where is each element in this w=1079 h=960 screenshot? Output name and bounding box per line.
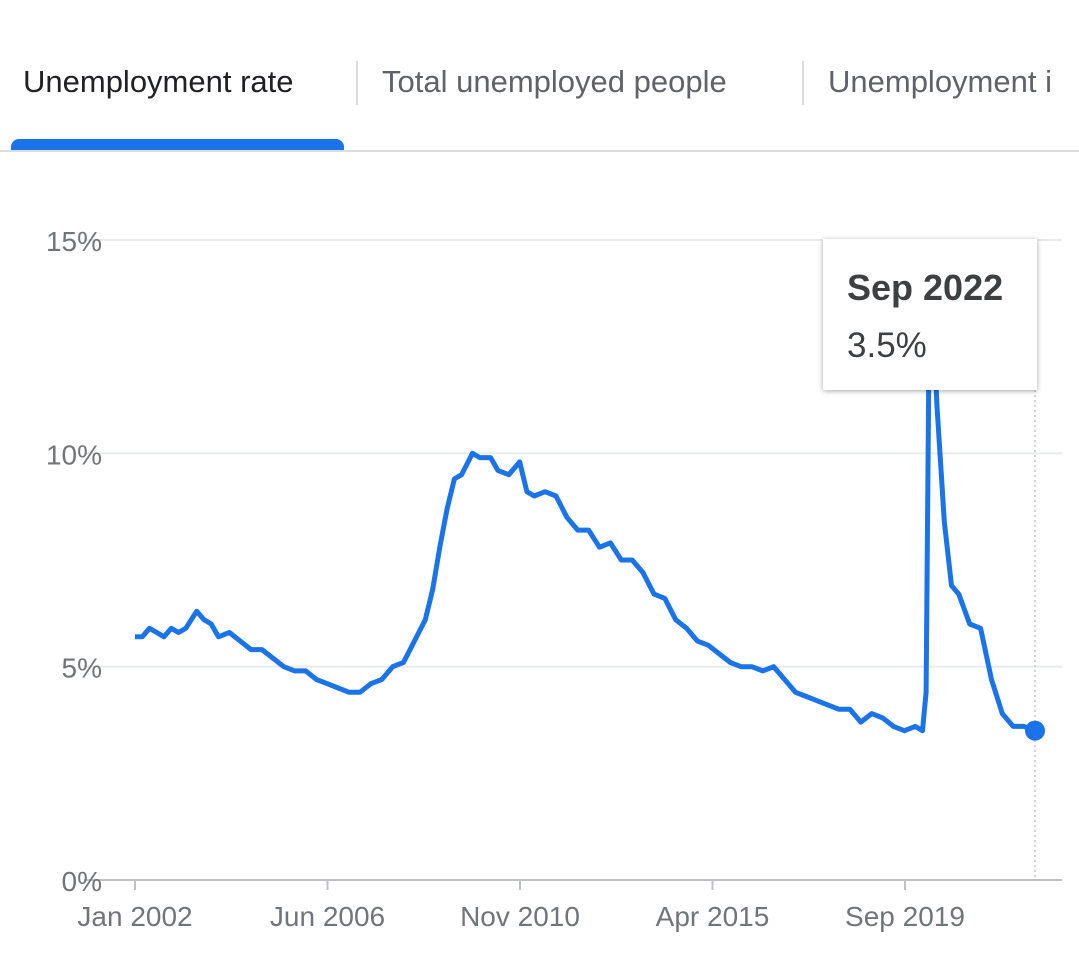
tab-unemployment-rate[interactable]: Unemployment rate — [23, 64, 294, 99]
y-tick-label: 5% — [62, 653, 102, 684]
tab-unemployment-i[interactable]: Unemployment i — [828, 64, 1052, 99]
active-tab-indicator — [11, 139, 344, 152]
tooltip-value: 3.5% — [847, 326, 927, 365]
x-tick-label: Nov 2010 — [460, 901, 580, 932]
highlight-point[interactable] — [1025, 720, 1045, 741]
tab-total-unemployed-people[interactable]: Total unemployed people — [382, 64, 727, 99]
x-tick-label: Jan 2002 — [77, 901, 192, 932]
data-tooltip: Sep 2022 3.5% — [823, 239, 1037, 390]
x-tick-label: Apr 2015 — [656, 901, 770, 932]
x-axis-tick-labels: Jan 2002 Jun 2006 Nov 2010 Apr 2015 Sep 2019 — [77, 880, 965, 932]
y-axis-tick-labels: 15% 10% 5% 0% — [46, 226, 102, 897]
y-tick-label: 10% — [46, 439, 102, 470]
series-line-unemployment-rate — [135, 250, 1036, 734]
tab-bar: Unemployment rate Total unemployed peopl… — [0, 0, 1079, 152]
y-tick-label: 0% — [62, 866, 102, 897]
tab-baseline — [0, 150, 1079, 152]
x-tick-label: Jun 2006 — [270, 901, 385, 932]
x-tick-label: Sep 2019 — [845, 901, 965, 932]
tab-divider — [356, 61, 358, 105]
y-tick-label: 15% — [46, 226, 102, 257]
tooltip-date: Sep 2022 — [847, 267, 1004, 308]
tab-divider — [802, 61, 804, 105]
